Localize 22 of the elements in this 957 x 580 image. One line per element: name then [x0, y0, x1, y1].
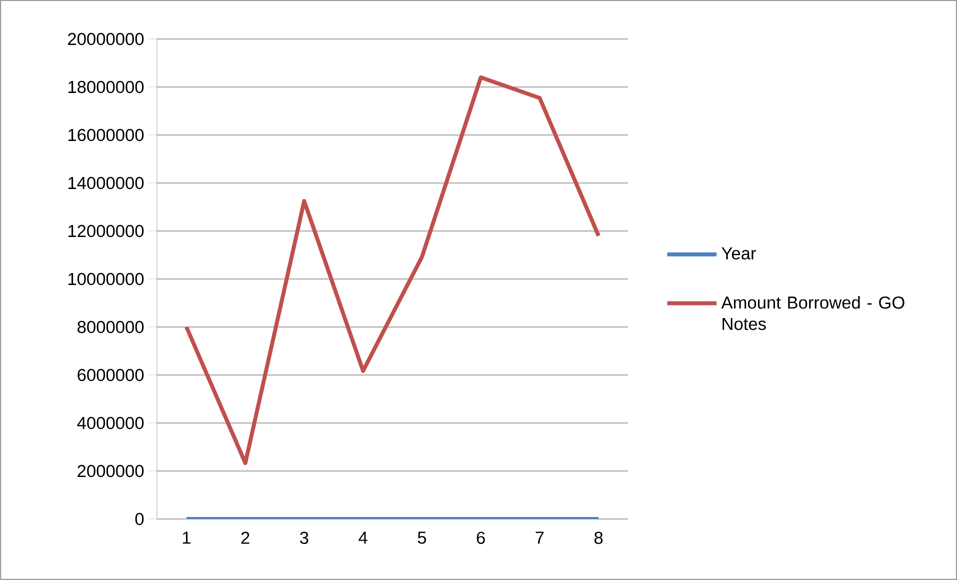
y-tick-label: 12000000 — [68, 224, 144, 238]
x-tick-label: 3 — [300, 532, 308, 544]
y-tick-label: 4000000 — [77, 416, 144, 430]
y-tick-label: 0 — [135, 512, 144, 526]
x-tick-label: 2 — [241, 532, 250, 544]
y-tick-label: 8000000 — [78, 320, 144, 334]
legend-label: Year — [722, 247, 756, 260]
x-tick-label: 8 — [594, 532, 603, 544]
x-tick-label: 4 — [358, 532, 368, 544]
y-tick-label: 16000000 — [68, 128, 144, 142]
y-tick-label: 14000000 — [68, 176, 144, 190]
y-tick-label: 20000000 — [68, 32, 144, 46]
y-tick-label: 2000000 — [78, 464, 144, 478]
x-tick-label: 1 — [182, 532, 190, 544]
y-tick-label: 10000000 — [68, 272, 144, 286]
legend-label: Amount Borrowed - GO Notes — [721, 296, 904, 330]
y-tick-label: 18000000 — [68, 80, 144, 94]
line-series — [184, 75, 601, 466]
x-tick-label: 7 — [536, 532, 544, 544]
x-tick-label: 5 — [418, 532, 426, 544]
x-tick-label: 6 — [476, 532, 485, 544]
y-tick-label: 6000000 — [78, 368, 144, 382]
